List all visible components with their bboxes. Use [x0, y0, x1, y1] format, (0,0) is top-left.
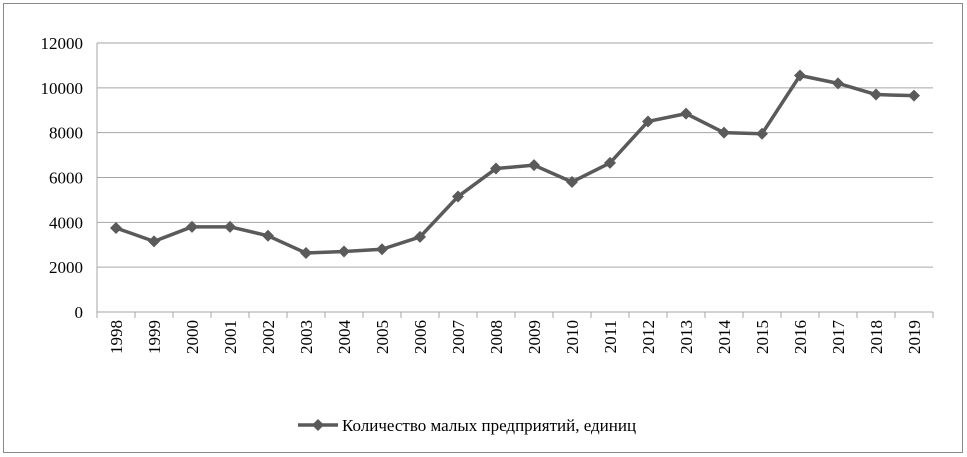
x-tick-label: 2012	[639, 320, 658, 354]
legend-marker	[312, 419, 324, 431]
x-tick-label: 2005	[373, 320, 392, 354]
x-tick-label: 2000	[183, 320, 202, 354]
marker	[680, 107, 692, 120]
x-tick-label: 2002	[259, 320, 278, 354]
marker	[794, 69, 806, 82]
marker	[376, 243, 388, 256]
marker	[756, 127, 768, 140]
x-tick-label: 2015	[753, 320, 772, 354]
y-tick-label: 2000	[49, 258, 83, 277]
marker	[300, 247, 312, 260]
x-tick-label: 2018	[867, 320, 886, 354]
marker	[528, 159, 540, 172]
y-tick-label: 0	[75, 303, 84, 322]
x-tick-label: 2019	[905, 320, 924, 354]
x-tick-label: 2008	[487, 320, 506, 354]
x-tick-label: 2013	[677, 320, 696, 354]
y-tick-label: 10000	[41, 79, 84, 98]
legend-label: Количество малых предприятий, единиц	[342, 416, 636, 435]
x-tick-label: 1998	[107, 320, 126, 354]
y-tick-label: 4000	[49, 213, 83, 232]
marker	[148, 235, 160, 248]
marker	[908, 89, 920, 102]
marker	[262, 229, 274, 242]
marker	[566, 175, 578, 188]
x-tick-label: 2001	[221, 320, 240, 354]
x-tick-label: 2016	[791, 320, 810, 354]
x-tick-label: 2007	[449, 320, 468, 355]
x-tick-label: 2009	[525, 320, 544, 354]
marker	[604, 156, 616, 169]
marker	[224, 220, 236, 233]
marker	[186, 220, 198, 233]
marker	[414, 230, 426, 243]
marker	[718, 126, 730, 139]
x-tick-label: 2004	[335, 320, 354, 355]
marker	[490, 162, 502, 175]
y-tick-label: 12000	[41, 34, 84, 53]
y-tick-label: 6000	[49, 169, 83, 188]
x-tick-label: 2006	[411, 320, 430, 354]
x-tick-label: 2011	[601, 320, 620, 353]
marker	[832, 77, 844, 90]
marker	[870, 88, 882, 101]
x-tick-label: 1999	[145, 320, 164, 354]
x-tick-label: 2003	[297, 320, 316, 354]
y-tick-label: 8000	[49, 124, 83, 143]
chart-border	[3, 3, 963, 453]
marker	[338, 245, 350, 258]
line-series	[115, 73, 915, 255]
x-tick-label: 2014	[715, 320, 734, 355]
marker	[452, 190, 464, 203]
x-tick-label: 2017	[829, 320, 848, 355]
marker	[110, 221, 122, 234]
marker	[642, 115, 654, 128]
x-tick-label: 2010	[563, 320, 582, 354]
